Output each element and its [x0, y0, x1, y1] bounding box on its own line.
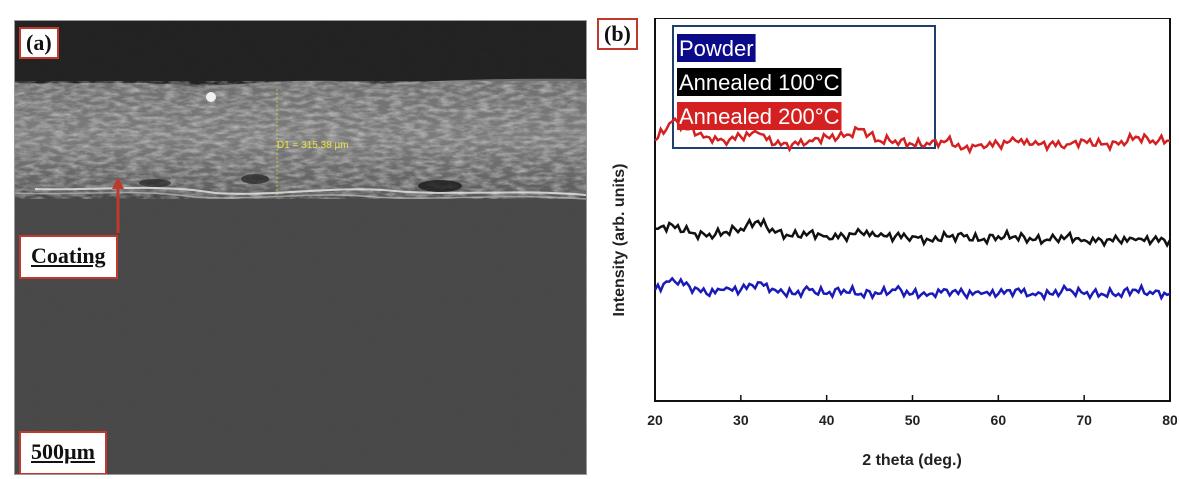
series-group: [653, 116, 1172, 302]
x-tick-label: 20: [647, 412, 663, 428]
x-tick-label: 70: [1076, 412, 1092, 428]
legend-label: Annealed 200°C: [679, 104, 840, 129]
legend: Powder Annealed 100°C Annealed 200°C: [677, 34, 842, 130]
legend-swatch: [677, 34, 756, 62]
legend-label: Annealed 100°C: [679, 70, 840, 95]
xrd-chart-panel: Powder Annealed 100°C Annealed 200°C 20 30 4…: [597, 18, 1177, 476]
x-tick-label: 60: [991, 412, 1007, 428]
legend-swatch: [677, 102, 842, 130]
series-line-1: [655, 216, 1172, 248]
scale-bar-label: 500µm: [19, 431, 108, 474]
panel-a-label: (a): [19, 27, 59, 59]
coating-label: Coating: [19, 235, 118, 279]
legend-swatch: [677, 68, 842, 96]
x-axis-title: 2 theta (deg.): [862, 452, 962, 469]
panel-b-label: (b): [597, 18, 638, 50]
xrd-chart: Powder Annealed 100°C Annealed 200°C 20 30 4…: [611, 18, 1177, 469]
sem-image: [15, 21, 586, 474]
measurement-annotation: D1 = 315.38 µm: [277, 140, 349, 151]
y-axis-title: Intensity (arb. units): [611, 164, 628, 317]
legend-label: Powder: [679, 36, 754, 61]
series-line-2: [654, 116, 1171, 155]
x-tick-label: 80: [1162, 412, 1177, 428]
x-tick-label: 30: [733, 412, 749, 428]
sem-micrograph-panel: (a) D1 = 315.38 µm Coating 500µm: [14, 20, 587, 475]
x-axis-ticks: 20 30 40 50 60 70 80: [647, 395, 1177, 428]
x-tick-label: 40: [819, 412, 835, 428]
x-tick-label: 50: [905, 412, 921, 428]
series-line-0: [653, 276, 1171, 302]
